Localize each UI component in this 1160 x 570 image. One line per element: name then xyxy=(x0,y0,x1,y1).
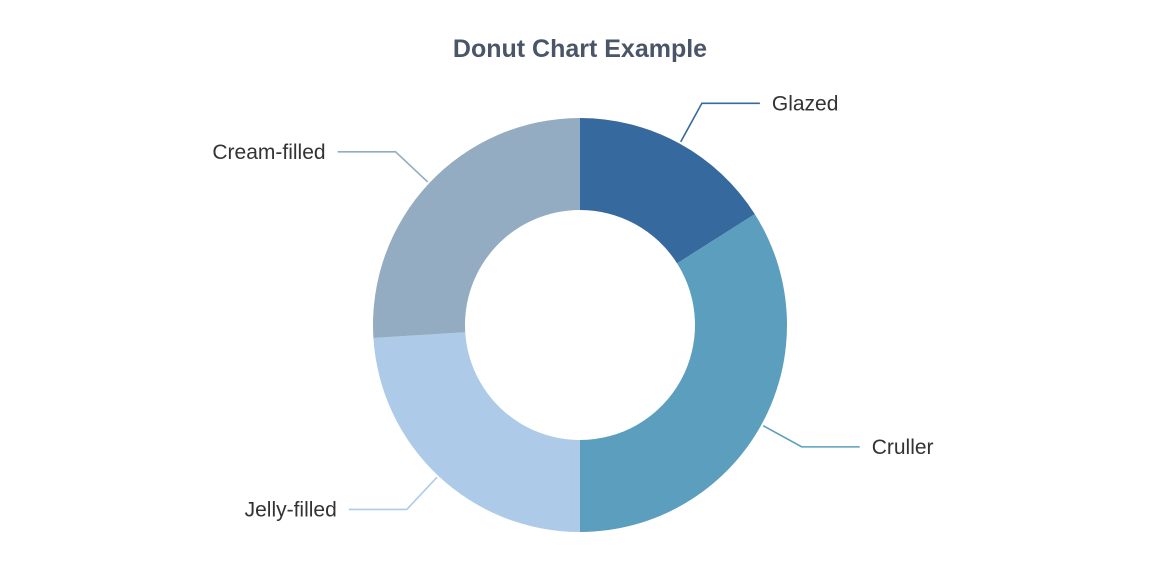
slice-labels: Glazed Cruller Jelly-filled Cream-filled xyxy=(212,92,933,521)
donut-slice-cruller[interactable] xyxy=(580,214,788,532)
page-title: Donut Chart Example xyxy=(453,35,707,63)
leader-line-cruller xyxy=(762,424,860,448)
slice-label-cruller: Cruller xyxy=(872,436,934,459)
leader-lines xyxy=(337,102,860,511)
slice-label-cream-filled: Cream-filled xyxy=(212,141,325,164)
leader-line-glazed xyxy=(679,102,760,143)
donut-slice-cream-filled[interactable] xyxy=(373,117,580,338)
leader-line-cream-filled xyxy=(337,151,429,183)
donut-slice-jelly-filled[interactable] xyxy=(373,332,580,532)
leader-line-jelly-filled xyxy=(348,476,438,511)
donut-slice-glazed[interactable] xyxy=(580,118,755,264)
slice-label-glazed: Glazed xyxy=(772,92,839,115)
donut-slices xyxy=(373,117,788,532)
slice-label-jelly-filled: Jelly-filled xyxy=(245,498,337,521)
